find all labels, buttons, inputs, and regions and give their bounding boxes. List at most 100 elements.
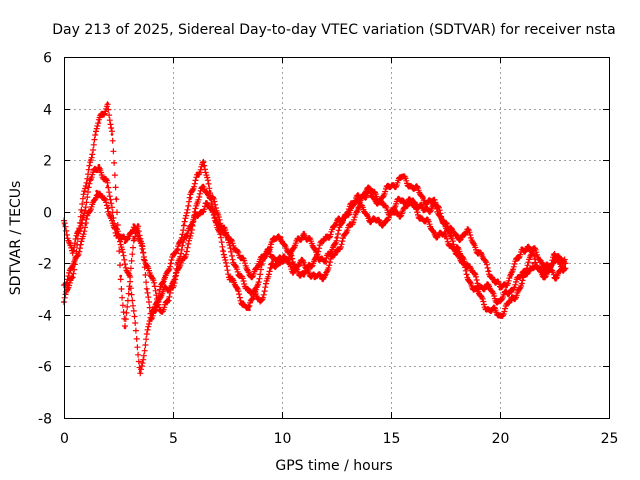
axis-ticks <box>64 57 610 419</box>
plot-frame <box>64 57 610 419</box>
data-point <box>433 230 436 234</box>
y-tick-label: 6 <box>43 51 52 67</box>
data-point <box>208 189 212 193</box>
data-point <box>367 215 371 219</box>
data-point <box>465 261 469 265</box>
y-tick-labels: -8 -6 -4 -2 0 2 4 6 <box>38 51 52 428</box>
data-point <box>247 274 251 278</box>
x-tick-label: 10 <box>274 431 292 447</box>
data-point <box>106 184 109 188</box>
data-point <box>553 256 556 260</box>
data-point <box>280 256 284 260</box>
data-point <box>476 282 480 286</box>
data-point <box>400 197 404 201</box>
data-point <box>313 256 317 260</box>
data-point <box>520 246 524 250</box>
data-point <box>71 274 75 278</box>
data-point <box>226 236 229 239</box>
data-point <box>114 197 118 201</box>
data-point <box>123 241 127 245</box>
data-point <box>455 249 458 252</box>
data-point <box>88 179 92 183</box>
data-point <box>123 326 127 330</box>
data-point <box>97 163 101 167</box>
data-point <box>302 274 306 278</box>
data-point <box>487 269 491 273</box>
data-point <box>476 249 480 252</box>
data-point <box>110 133 114 136</box>
data-point <box>542 261 545 265</box>
data-point <box>509 274 513 278</box>
x-tick-label: 5 <box>169 431 178 447</box>
data-point <box>411 184 415 188</box>
data-point <box>149 313 153 317</box>
data-point <box>444 223 447 227</box>
data-point <box>487 308 491 312</box>
data-point <box>498 287 502 291</box>
data-point <box>258 261 262 265</box>
data-point <box>202 184 205 188</box>
data-point <box>95 189 99 193</box>
data-point <box>378 202 382 206</box>
data-point <box>80 223 83 227</box>
data-point <box>106 205 109 209</box>
data-point <box>346 230 349 234</box>
data-point <box>269 241 273 245</box>
y-axis-label: SDTVAR / TECUs <box>8 181 24 296</box>
data-point <box>400 210 404 214</box>
data-point <box>324 272 327 275</box>
data-point <box>119 274 123 278</box>
data-point <box>202 163 205 167</box>
data-point <box>169 261 173 265</box>
data-point <box>498 313 502 317</box>
data-point <box>498 300 502 304</box>
data-point <box>149 274 153 278</box>
x-axis-label: GPS time / hours <box>275 458 392 474</box>
data-point <box>444 236 447 239</box>
data-point <box>346 210 349 214</box>
data-point <box>564 261 567 265</box>
data-point <box>324 261 327 265</box>
data-point <box>247 308 251 312</box>
y-tick-label: -8 <box>38 412 52 428</box>
data-point <box>193 218 197 221</box>
data-point <box>160 292 164 296</box>
data-point <box>389 184 393 188</box>
data-point <box>531 251 535 255</box>
data-point <box>195 171 199 175</box>
data-point <box>132 236 136 239</box>
data-point <box>228 274 232 278</box>
data-point <box>520 274 524 278</box>
data-point <box>106 102 109 105</box>
data-point <box>389 212 393 216</box>
data-point <box>335 223 338 227</box>
data-point <box>145 287 149 291</box>
x-tick-labels: 0 5 10 15 20 25 <box>60 431 618 447</box>
data-point <box>280 236 284 239</box>
data-point <box>237 249 240 252</box>
data-point <box>234 287 238 291</box>
data-point <box>433 202 436 206</box>
data-point <box>476 292 480 296</box>
data-point <box>132 223 136 227</box>
data-point <box>291 249 295 252</box>
data-point <box>204 202 208 206</box>
data-point <box>542 277 545 281</box>
data-point <box>335 249 338 252</box>
data-point <box>221 249 225 252</box>
data-point <box>210 197 214 201</box>
data-point <box>189 197 192 201</box>
data-point <box>455 236 458 239</box>
data-point <box>117 236 120 239</box>
series-satellite-track-3 <box>61 189 569 377</box>
x-tick-label: 20 <box>492 431 510 447</box>
data-point <box>215 218 219 221</box>
data-point <box>182 256 186 260</box>
data-point <box>465 230 469 234</box>
y-tick-label: -2 <box>38 257 52 273</box>
data-point <box>247 287 251 291</box>
data-point <box>509 300 513 304</box>
x-tick-label: 25 <box>601 431 619 447</box>
data-point <box>158 308 162 312</box>
